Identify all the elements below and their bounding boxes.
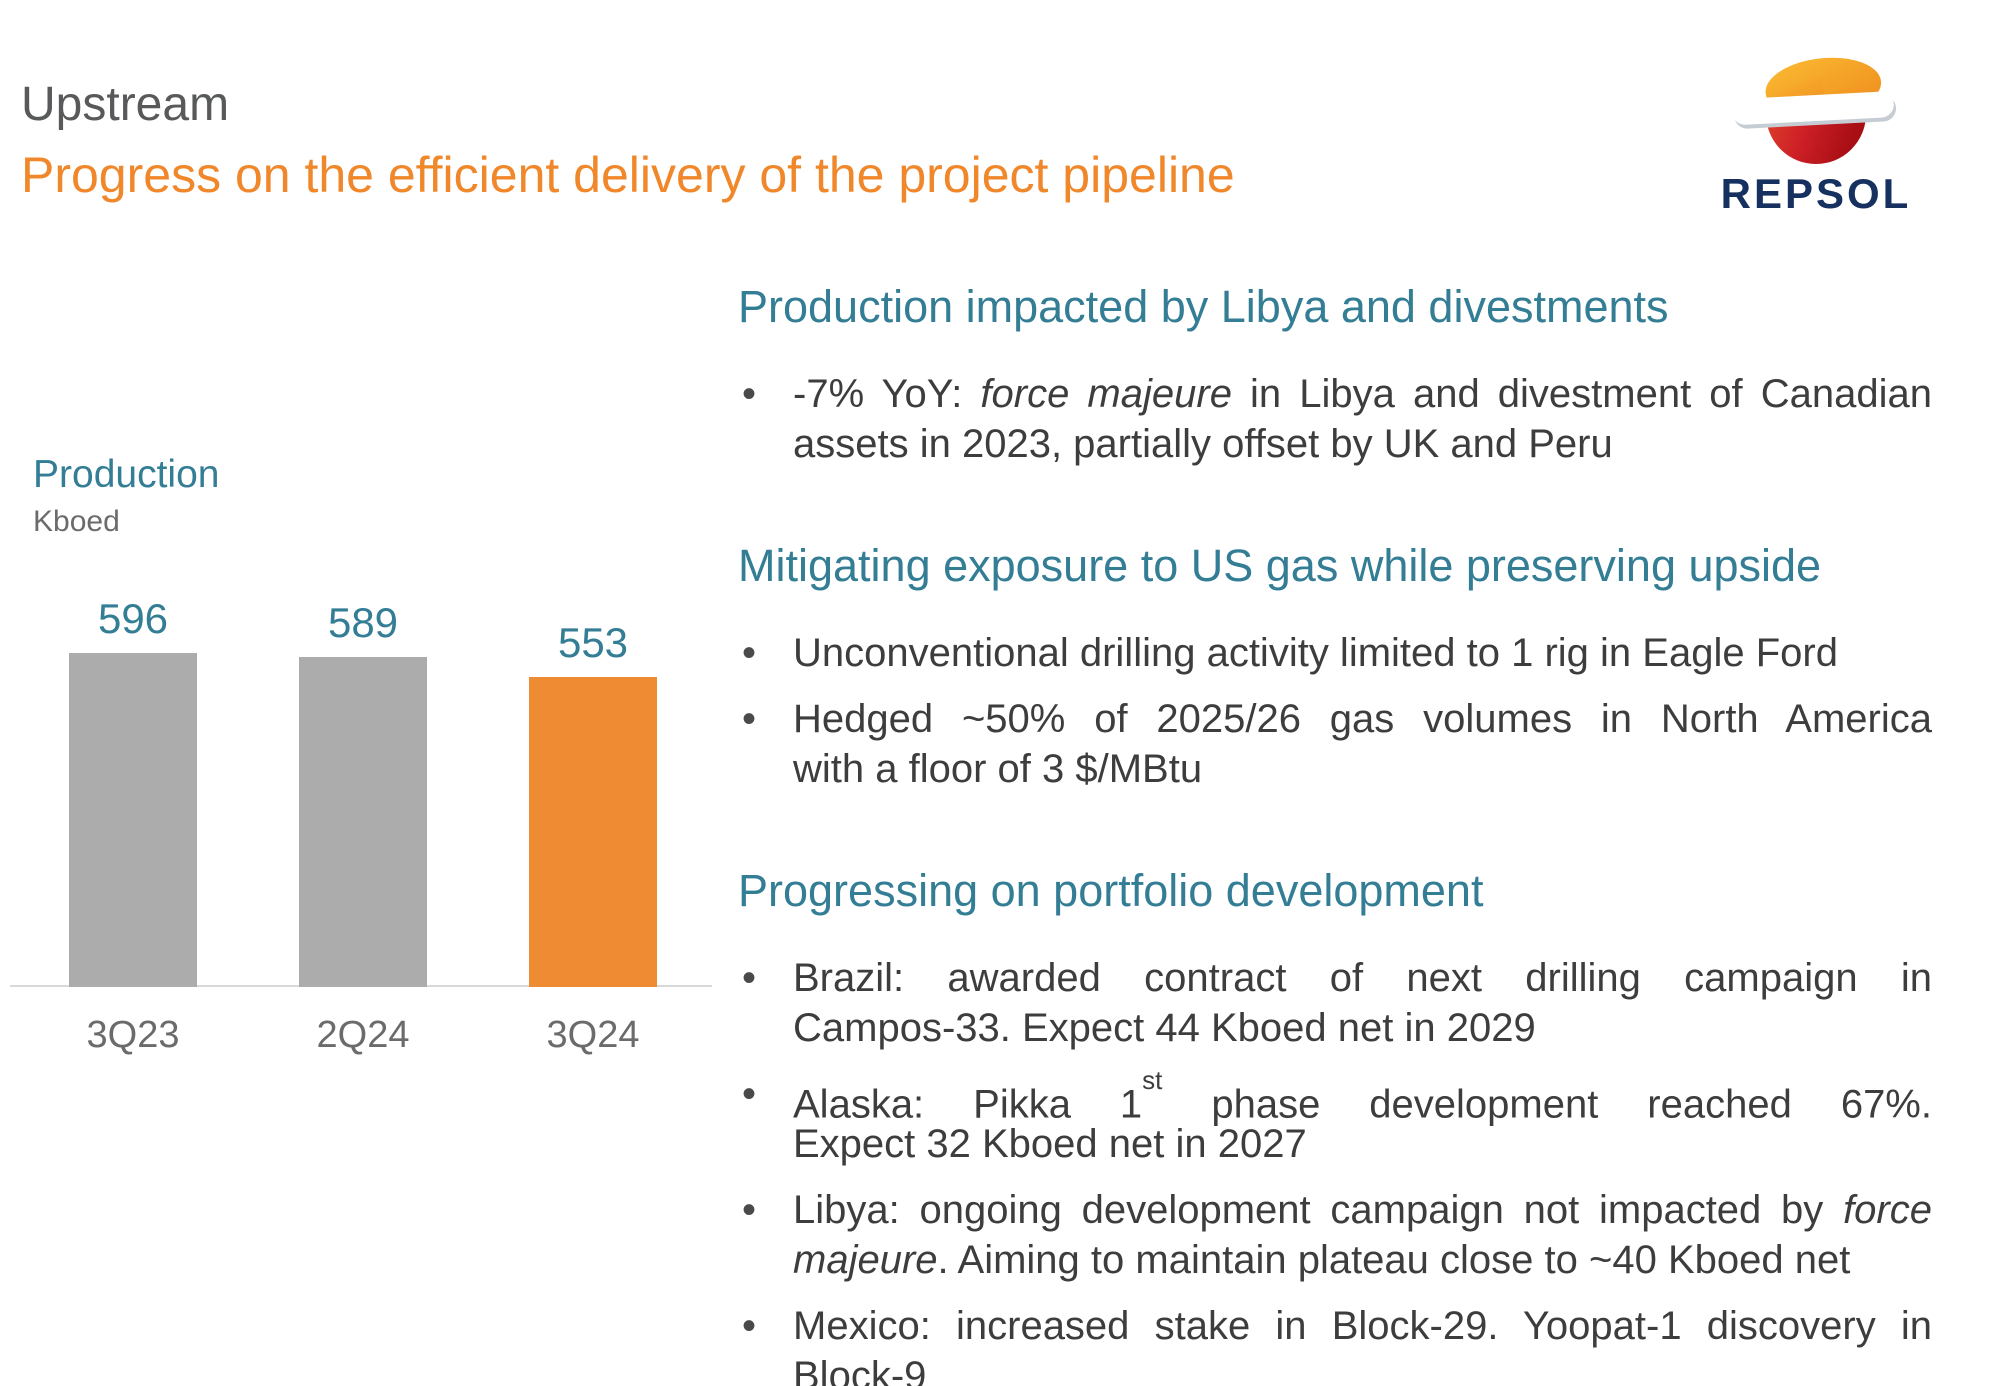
bullet-marker: • <box>742 372 757 416</box>
bullet-line: • Unconventional drilling activity limite… <box>738 628 1932 678</box>
bullet-marker: • <box>742 1188 757 1232</box>
bullet-marker: • <box>742 956 757 1000</box>
bar-2Q24 <box>299 657 427 987</box>
text-segment: Libya: ongoing development campaign not … <box>793 1188 1844 1232</box>
text-segment: phase development reached 67%. <box>1162 1082 1932 1127</box>
axis-label-2Q24: 2Q24 <box>316 1014 410 1056</box>
section-heading: Progressing on portfolio development <box>738 865 1484 916</box>
bullet-line: • Alaska: Pikka 1st phase development rea… <box>738 1065 1932 1129</box>
bullet-line: • Brazil: awarded contract of next drilli… <box>738 953 1932 1003</box>
text-segment: assets in 2023, partially offset by UK a… <box>793 422 1613 466</box>
text-segment: Block-9 <box>793 1354 927 1386</box>
text-segment: Hedged ~50% of 2025/26 gas volumes in No… <box>793 697 1932 741</box>
text-segment: Campos-33. Expect 44 Kboed net in 2029 <box>793 1006 1536 1050</box>
axis-label-3Q24: 3Q24 <box>546 1014 640 1056</box>
slide-kicker: Upstream <box>21 78 230 131</box>
bullet-marker: • <box>742 697 757 741</box>
bar-value-label: 589 <box>327 599 399 646</box>
bullet-marker: • <box>742 1072 757 1116</box>
repsol-logo: REPSOL <box>1721 57 1912 217</box>
logo-globe-band <box>1731 91 1897 129</box>
bar-value-label: 596 <box>97 595 169 642</box>
bar-3Q23 <box>69 653 197 987</box>
section-heading: Production impacted by Libya and divestm… <box>738 281 1669 332</box>
text-segment: . Aiming to maintain plateau close to ~4… <box>937 1238 1851 1282</box>
text-segment: Expect 32 Kboed net in 2027 <box>793 1122 1307 1166</box>
superscript-text: st <box>1142 1065 1163 1095</box>
italic-text: force <box>1843 1188 1932 1232</box>
bullet-line: • Hedged ~50% of 2025/26 gas volumes in N… <box>738 694 1932 744</box>
bullet-line: Campos-33. Expect 44 Kboed net in 2029 <box>738 1003 1932 1053</box>
bullet-line: with a floor of 3 $/MBtu <box>738 744 1932 794</box>
text-segment: Alaska: Pikka 1 <box>793 1082 1143 1127</box>
text-segment: with a floor of 3 $/MBtu <box>793 747 1203 791</box>
italic-text: majeure <box>793 1238 938 1282</box>
bullet-line: • Mexico: increased stake in Block-29. Yo… <box>738 1301 1932 1351</box>
logo-wordmark: REPSOL <box>1721 170 1912 217</box>
content-sections: Production impacted by Libya and divestm… <box>738 0 1932 1386</box>
italic-text: force majeure <box>980 372 1232 416</box>
bullet-marker: • <box>742 631 757 675</box>
bullet-line: majeure. Aiming to maintain plateau clos… <box>738 1235 1932 1285</box>
chart-unit-label: Kboed <box>33 505 120 538</box>
text-segment: Unconventional drilling activity limited… <box>793 631 1838 675</box>
text-segment: in Libya and divestment of Canadian <box>1231 372 1932 416</box>
text-segment: Mexico: increased stake in Block-29. Yoo… <box>793 1304 1932 1348</box>
text-segment: -7% YoY: <box>793 372 981 416</box>
bar-3Q24 <box>529 677 657 987</box>
bullet-line: Block-9 <box>738 1351 1932 1386</box>
production-bar-chart: 596 3Q23 589 2Q24 553 3Q24 <box>10 553 712 1056</box>
section-heading: Mitigating exposure to US gas while pres… <box>738 540 1822 591</box>
bullet-line: • -7% YoY: force majeure in Libya and div… <box>738 369 1932 419</box>
bullet-marker: • <box>742 1304 757 1348</box>
bullet-line: assets in 2023, partially offset by UK a… <box>738 419 1932 469</box>
axis-label-3Q23: 3Q23 <box>86 1014 180 1056</box>
bullet-line: • Libya: ongoing development campaign not… <box>738 1185 1932 1235</box>
bullet-line: Expect 32 Kboed net in 2027 <box>738 1119 1932 1169</box>
bar-value-label: 553 <box>557 619 629 666</box>
page-title: Progress on the efficient delivery of th… <box>21 147 1235 203</box>
text-segment: Brazil: awarded contract of next drillin… <box>793 956 1932 1000</box>
chart-title: Production <box>33 453 220 496</box>
